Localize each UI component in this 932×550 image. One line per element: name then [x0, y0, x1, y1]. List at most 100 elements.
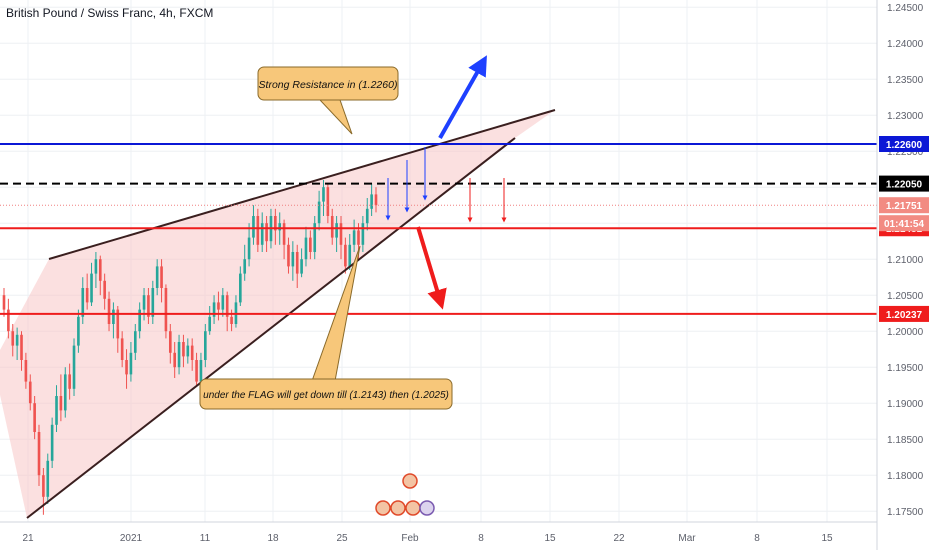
- candle-body: [365, 208, 369, 224]
- x-tick-label: 15: [544, 533, 556, 544]
- candle-body: [15, 334, 19, 346]
- candle-body: [335, 223, 338, 238]
- candle-body: [208, 316, 212, 332]
- candle-body: [37, 432, 41, 476]
- blue-up-arrow: [438, 55, 487, 139]
- candle-body: [352, 230, 356, 245]
- candle-body: [295, 252, 299, 274]
- candle-body: [85, 288, 89, 303]
- candle-body: [221, 295, 225, 310]
- y-tick-label: 1.17500: [887, 507, 924, 518]
- forecast-arrows: [385, 55, 507, 310]
- candle-body: [28, 381, 32, 404]
- candle-body: [252, 216, 255, 238]
- red-down-arrow: [416, 226, 447, 310]
- price-badge-label: 1.22050: [886, 180, 923, 191]
- candle-body: [190, 345, 194, 360]
- candle-body: [77, 316, 80, 346]
- y-tick-label: 1.18000: [887, 471, 924, 482]
- price-badge: [879, 197, 929, 214]
- candle-body: [164, 288, 168, 332]
- price-badge-label: 1.20237: [886, 310, 923, 321]
- candle-body: [129, 352, 133, 375]
- y-tick-label: 1.19500: [887, 363, 924, 374]
- candle-body: [182, 342, 185, 357]
- forecast-callout[interactable]: under the FLAG will get down till (1.214…: [199, 245, 453, 410]
- candle-body: [348, 244, 352, 267]
- candle-body: [68, 374, 71, 389]
- candle-body: [195, 360, 198, 382]
- candle-body: [160, 266, 163, 288]
- candle-body: [274, 216, 277, 231]
- countdown-label: 01:41:54: [884, 219, 924, 230]
- candle-body: [90, 273, 93, 303]
- candle-body: [291, 252, 295, 267]
- candle-body: [370, 194, 373, 209]
- candle-body: [230, 316, 233, 324]
- candle-body: [24, 360, 28, 382]
- x-tick-label: 8: [478, 533, 484, 544]
- candle-body: [94, 259, 98, 274]
- price-badge-label: 1.22600: [886, 140, 923, 151]
- candle-body: [98, 259, 102, 281]
- candle-body: [72, 345, 76, 389]
- candle-body: [173, 352, 176, 368]
- candle-body: [103, 280, 106, 299]
- candle-body: [59, 396, 63, 411]
- time-axis[interactable]: 21 2021 11 18 25 Feb 8 15 22 Mar 8 15: [22, 533, 833, 544]
- price-badge-label: 1.21751: [886, 201, 923, 212]
- candle-body: [339, 223, 343, 245]
- x-tick-label: 22: [613, 533, 625, 544]
- candle-body: [107, 298, 111, 324]
- candle-body: [7, 309, 10, 332]
- price-badge: [879, 175, 929, 192]
- candle-body: [42, 475, 45, 497]
- candle-body: [142, 295, 146, 310]
- candle-body: [116, 309, 120, 339]
- price-badge: [879, 136, 929, 152]
- x-tick-label: 11: [200, 533, 211, 544]
- candle-body: [330, 216, 334, 238]
- candle-body: [374, 194, 378, 206]
- price-axis[interactable]: 1.24500 1.24000 1.23500 1.23000 1.22500 1.220…: [887, 3, 924, 518]
- event-flag-icon[interactable]: [390, 500, 406, 516]
- x-tick-label: Mar: [678, 533, 696, 544]
- countdown-badge: [879, 215, 929, 232]
- event-markers[interactable]: [375, 473, 435, 516]
- event-flag-icon[interactable]: [405, 500, 421, 516]
- candle-body: [147, 295, 150, 317]
- y-tick-label: 1.20500: [887, 291, 924, 302]
- resistance-callout-text: Strong Resistance in (1.2260): [259, 79, 398, 91]
- event-flag-icon[interactable]: [419, 500, 435, 516]
- candle-body: [309, 237, 312, 252]
- candle-body: [2, 295, 6, 310]
- candle-body: [304, 237, 308, 260]
- candle-body: [225, 295, 229, 317]
- candle-body: [63, 374, 67, 411]
- y-tick-label: 1.21000: [887, 255, 924, 266]
- candle-body: [265, 223, 268, 242]
- candle-body: [322, 187, 325, 202]
- candle-body: [239, 273, 242, 303]
- candle-body: [133, 331, 137, 353]
- candle-body: [287, 244, 290, 267]
- candlestick-series: [2, 180, 378, 515]
- candle-body: [120, 338, 124, 360]
- resistance-callout[interactable]: Strong Resistance in (1.2260): [257, 66, 399, 135]
- candle-body: [344, 244, 347, 267]
- event-flag-icon[interactable]: [375, 500, 391, 516]
- forecast-callout-text: under the FLAG will get down till (1.214…: [203, 390, 449, 401]
- y-tick-label: 1.18500: [887, 435, 924, 446]
- x-tick-label: 15: [821, 533, 833, 544]
- y-tick-label: 1.20000: [887, 327, 924, 338]
- candle-body: [357, 230, 360, 245]
- candle-body: [243, 259, 247, 274]
- candle-body: [177, 342, 181, 368]
- candle-body: [46, 460, 50, 497]
- candle-body: [11, 331, 15, 346]
- candle-body: [300, 259, 303, 274]
- candle-body: [282, 223, 286, 245]
- event-flag-icon[interactable]: [402, 473, 418, 489]
- candle-body: [313, 223, 317, 252]
